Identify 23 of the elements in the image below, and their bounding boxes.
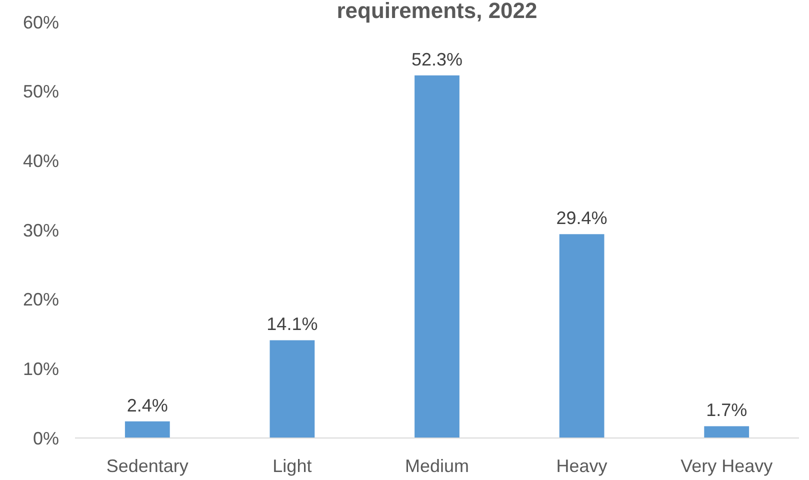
bar <box>270 340 315 438</box>
bar <box>414 75 460 438</box>
bar <box>704 426 750 438</box>
x-tick-label: Very Heavy <box>680 456 773 476</box>
data-label: 1.7% <box>706 400 748 420</box>
x-tick-label: Sedentary <box>106 456 188 476</box>
y-tick-label: 20% <box>22 290 59 310</box>
data-label: 2.4% <box>126 395 168 416</box>
chart-title: requirements, 2022 <box>336 0 538 23</box>
x-tick-label: Light <box>272 456 312 476</box>
data-label: 29.4% <box>556 208 608 228</box>
y-tick-label: 60% <box>22 12 59 32</box>
y-tick-label: 40% <box>22 150 59 171</box>
y-tick-label: 10% <box>22 358 59 379</box>
y-tick-label: 30% <box>22 220 59 240</box>
y-tick-label: 50% <box>22 82 59 102</box>
bar <box>124 421 170 438</box>
bar <box>559 234 604 438</box>
x-tick-label: Medium <box>404 456 470 476</box>
data-label: 52.3% <box>411 49 463 70</box>
x-tick-label: Heavy <box>556 456 608 476</box>
y-tick-label: 0% <box>32 428 59 448</box>
data-label: 14.1% <box>266 314 318 334</box>
